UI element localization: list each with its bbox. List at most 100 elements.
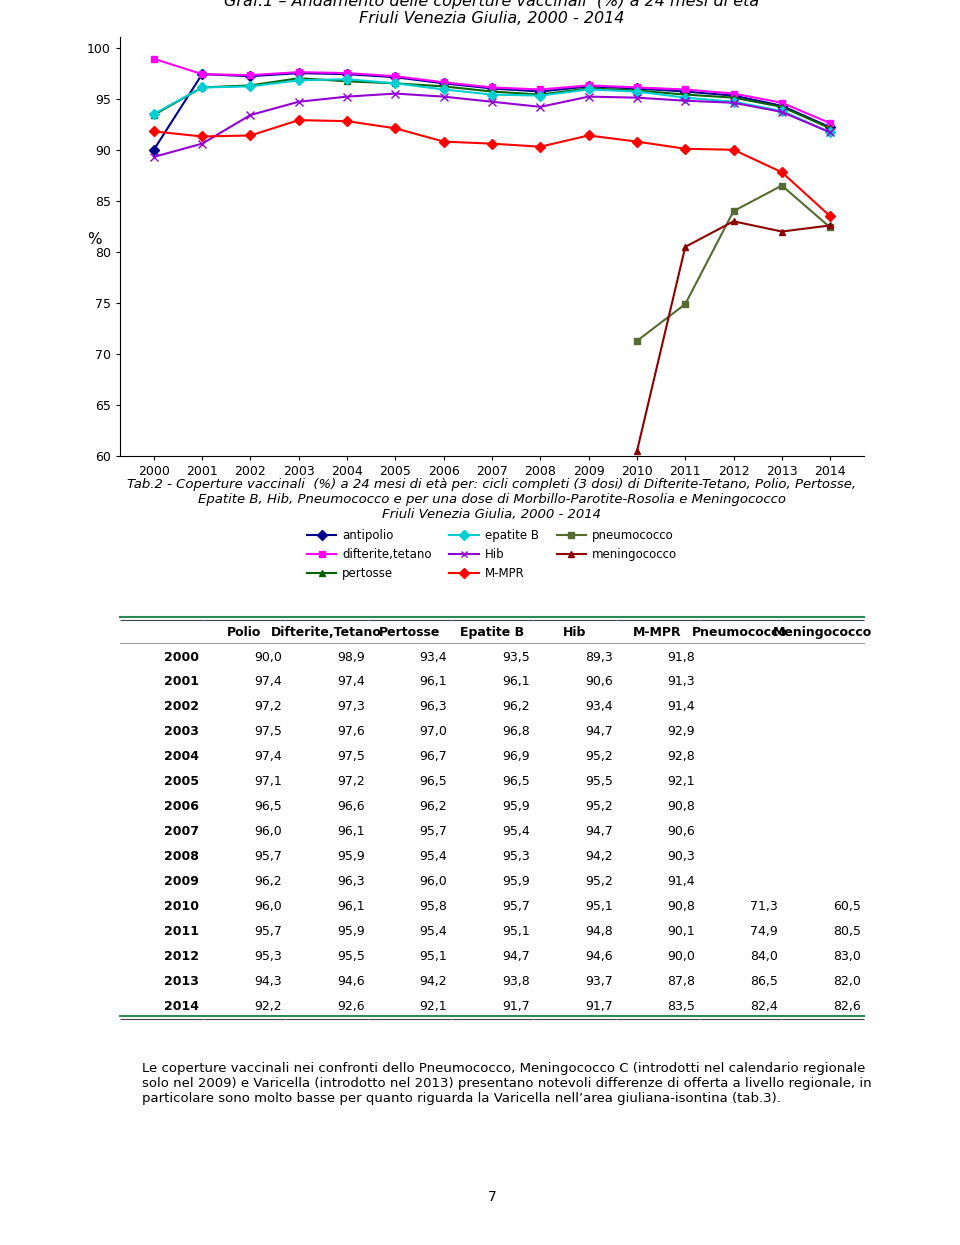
difterite,tetano [390,68,401,83]
pneumococco [680,296,691,311]
difterite,tetano [438,75,449,90]
epatite B [631,85,642,100]
Line: Hib: Hib [150,90,834,161]
epatite B [486,87,497,102]
M-MPR [728,142,739,157]
pneumococco [776,178,787,193]
pertosse [728,90,739,105]
epatite B [293,72,304,87]
pertosse [438,78,449,93]
epatite B [438,82,449,97]
antipolio [390,70,401,85]
Hib [293,95,304,110]
epatite B [728,95,739,110]
Hib [825,124,836,139]
Hib [583,90,594,105]
Y-axis label: %: % [86,232,101,247]
pertosse [776,100,787,115]
Hib [438,90,449,105]
epatite B [342,72,353,87]
meningococco [825,218,836,233]
meningococco [728,214,739,229]
M-MPR [390,121,401,136]
Hib [342,90,353,105]
meningococco [680,239,691,254]
antipolio [245,68,256,83]
difterite,tetano [293,65,304,80]
difterite,tetano [486,80,497,95]
M-MPR [342,113,353,128]
M-MPR [535,139,546,154]
difterite,tetano [680,82,691,97]
pertosse [197,80,208,95]
antipolio [342,67,353,82]
Hib [148,149,159,164]
Hib [197,136,208,151]
M-MPR [680,141,691,156]
pertosse [583,81,594,96]
Title: Graf.1 – Andamento delle coperture vaccinali  (%) a 24 mesi di età
Friuli Venezi: Graf.1 – Andamento delle coperture vacci… [225,0,759,26]
Hib [245,107,256,122]
M-MPR [825,209,836,224]
Legend: antipolio, difterite,tetano, pertosse, epatite B, Hib, M-MPR, pneumococco, menin: antipolio, difterite,tetano, pertosse, e… [302,524,682,585]
pertosse [293,71,304,86]
M-MPR [776,164,787,179]
pneumococco [631,334,642,349]
difterite,tetano [148,51,159,66]
pertosse [148,107,159,122]
antipolio [438,76,449,91]
antipolio [535,85,546,100]
pertosse [535,87,546,102]
meningococco [631,443,642,458]
M-MPR [293,112,304,127]
epatite B [776,103,787,118]
epatite B [535,88,546,103]
pertosse [390,76,401,91]
difterite,tetano [825,116,836,131]
antipolio [825,120,836,134]
M-MPR [197,129,208,144]
epatite B [825,124,836,139]
M-MPR [631,134,642,149]
Line: pertosse: pertosse [151,75,833,132]
antipolio [728,88,739,103]
difterite,tetano [583,78,594,93]
epatite B [197,80,208,95]
pneumococco [728,204,739,219]
epatite B [245,78,256,93]
antipolio [776,98,787,113]
pertosse [245,78,256,93]
difterite,tetano [342,66,353,81]
pertosse [486,85,497,100]
Hib [390,86,401,101]
Line: M-MPR: M-MPR [151,117,833,219]
antipolio [486,81,497,96]
M-MPR [245,128,256,143]
difterite,tetano [245,67,256,82]
antipolio [197,67,208,82]
pertosse [825,121,836,136]
antipolio [148,142,159,157]
meningococco [776,224,787,239]
Line: meningococco: meningococco [634,218,833,454]
difterite,tetano [197,67,208,82]
M-MPR [148,124,159,139]
difterite,tetano [776,96,787,111]
Hib [728,96,739,111]
epatite B [583,82,594,97]
Text: Tab.2 - Coperture vaccinali  (%) a 24 mesi di età per: cicli completi (3 dosi) d: Tab.2 - Coperture vaccinali (%) a 24 mes… [128,478,856,522]
pertosse [680,87,691,102]
Hib [535,100,546,115]
antipolio [631,81,642,96]
Line: pneumococco: pneumococco [634,182,833,345]
difterite,tetano [728,86,739,101]
antipolio [680,85,691,100]
M-MPR [438,134,449,149]
epatite B [680,90,691,105]
M-MPR [486,136,497,151]
Text: Le coperture vaccinali nei confronti dello Pneumococco, Meningococco C (introdot: Le coperture vaccinali nei confronti del… [142,1062,872,1104]
antipolio [583,78,594,93]
Hib [486,95,497,110]
pneumococco [825,220,836,235]
Line: difterite,tetano: difterite,tetano [151,55,833,127]
